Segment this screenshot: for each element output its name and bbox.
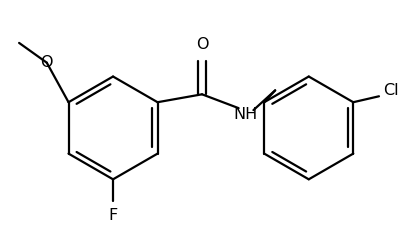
Text: F: F — [108, 208, 118, 223]
Text: O: O — [40, 55, 53, 70]
Text: O: O — [196, 37, 208, 52]
Text: Cl: Cl — [383, 83, 399, 98]
Text: NH: NH — [234, 107, 258, 121]
